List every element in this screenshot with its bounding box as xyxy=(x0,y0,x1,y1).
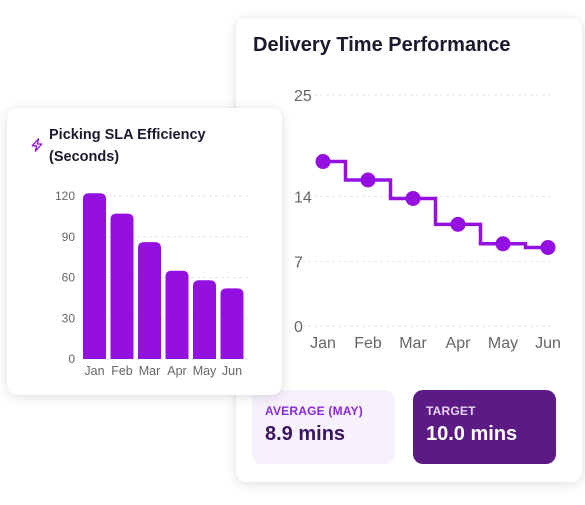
x-tick-label: Jan xyxy=(310,335,336,352)
average-kpi-value: 8.9 mins xyxy=(265,423,346,445)
bar xyxy=(220,288,244,359)
y-tick-label: 7 xyxy=(294,254,303,271)
delivery-line-chart: 0 7 14 25 Jan Feb Mar Apr May Jun xyxy=(294,88,561,352)
bar xyxy=(110,213,134,359)
series-line xyxy=(323,159,548,250)
data-point xyxy=(405,190,421,206)
picking-bar-chart: 0 30 60 90 120 Jan Feb Mar Apr May Jun xyxy=(55,189,250,378)
picking-sla-card: Picking SLA Efficiency (Seconds) 0 30 60 90… xyxy=(7,108,282,395)
data-point xyxy=(540,239,556,255)
y-tick-label: 60 xyxy=(62,271,76,285)
x-tick-label: Jan xyxy=(84,364,104,378)
target-kpi-label: TARGET xyxy=(426,404,476,418)
average-kpi-tile: AVERAGE (MAY) 8.9 mins xyxy=(252,390,395,464)
y-tick-label: 25 xyxy=(294,88,312,105)
bar xyxy=(83,193,106,359)
x-tick-label: Apr xyxy=(167,364,186,378)
lightning-bolt-icon xyxy=(31,138,43,152)
data-point xyxy=(450,216,466,232)
y-tick-label: 90 xyxy=(62,230,76,244)
y-tick-label: 120 xyxy=(55,189,75,203)
bar xyxy=(193,280,216,359)
x-tick-label: Jun xyxy=(222,364,242,378)
data-point xyxy=(495,236,511,252)
data-point xyxy=(360,172,376,188)
target-kpi-value: 10.0 mins xyxy=(426,423,518,445)
delivery-chart-title: Delivery Time Performance xyxy=(253,34,511,56)
x-tick-label: May xyxy=(488,335,518,352)
target-kpi-tile: TARGET 10.0 mins xyxy=(413,390,556,464)
average-kpi-label: AVERAGE (MAY) xyxy=(265,404,363,418)
picking-chart-title: Picking SLA Efficiency (Seconds) xyxy=(49,127,206,165)
y-tick-label: 0 xyxy=(294,319,303,336)
bar xyxy=(138,242,161,359)
x-tick-label: Apr xyxy=(446,335,472,352)
x-tick-label: Feb xyxy=(111,364,133,378)
delivery-time-card: Delivery Time Performance 0 7 14 25 Jan Feb Ma… xyxy=(236,18,582,482)
data-point xyxy=(315,154,331,170)
x-tick-label: Mar xyxy=(399,335,427,352)
bar xyxy=(165,270,189,359)
y-tick-label: 0 xyxy=(68,352,75,366)
x-tick-label: Jun xyxy=(535,335,561,352)
x-tick-label: May xyxy=(193,364,217,378)
x-tick-label: Feb xyxy=(354,335,382,352)
y-tick-label: 30 xyxy=(62,311,76,325)
y-tick-label: 14 xyxy=(294,190,312,207)
x-tick-label: Mar xyxy=(139,364,161,378)
